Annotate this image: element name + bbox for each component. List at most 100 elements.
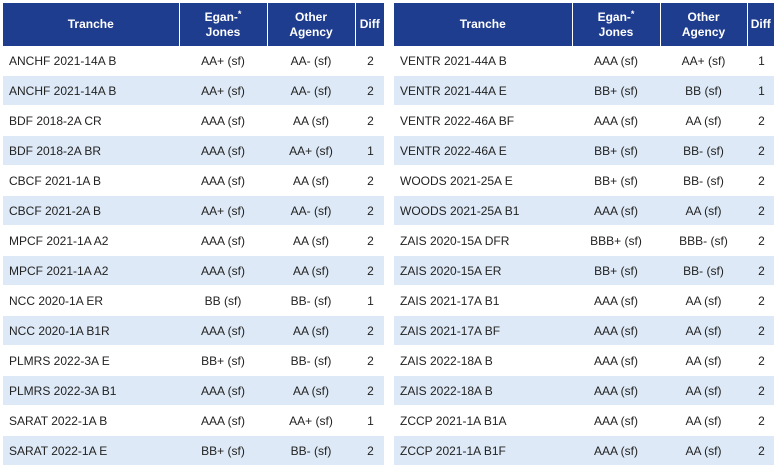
- diff-cell: 1: [747, 46, 774, 76]
- tranche-cell: ANCHF 2021-14A B: [3, 46, 179, 76]
- tranche-cell: VENTR 2022-46A BF: [394, 105, 572, 136]
- tranche-cell: ZAIS 2021-17A B1: [394, 285, 572, 316]
- diff-cell: 2: [355, 255, 384, 286]
- other-agency-rating-cell: BBB- (sf): [660, 225, 747, 256]
- table-row: PLMRS 2022-3A B1 AAA (sf) AA (sf) 2: [3, 375, 384, 406]
- other-agency-rating-cell: AA+ (sf): [267, 135, 355, 166]
- egan-jones-rating-cell: AAA (sf): [179, 165, 267, 196]
- other-agency-rating-cell: AA- (sf): [267, 195, 355, 226]
- diff-cell: 2: [355, 375, 384, 406]
- ratings-table-left: Tranche Egan-* Jones Other Agency Diff ANC…: [3, 3, 384, 466]
- tranche-cell: SARAT 2022-1A E: [3, 435, 179, 466]
- diff-cell: 2: [747, 315, 774, 346]
- diff-cell: 2: [355, 315, 384, 346]
- header-diff: Diff: [355, 3, 384, 46]
- table-row: PLMRS 2022-3A E BB+ (sf) BB- (sf) 2: [3, 345, 384, 376]
- header-egan-jones: Egan-* Jones: [572, 3, 661, 46]
- other-agency-rating-cell: BB (sf): [660, 75, 747, 106]
- table-body-left: ANCHF 2021-14A B AA+ (sf) AA- (sf) 2 ANCHF 2…: [3, 46, 384, 466]
- tranche-cell: CBCF 2021-2A B: [3, 195, 179, 226]
- table-row: ZAIS 2022-18A B AAA (sf) AA (sf) 2: [394, 345, 774, 376]
- tranche-cell: VENTR 2021-44A E: [394, 75, 572, 106]
- table-row: ZAIS 2021-17A B1 AAA (sf) AA (sf) 2: [394, 285, 774, 316]
- egan-jones-rating-cell: BBB+ (sf): [572, 225, 660, 256]
- table-row: ANCHF 2021-14A B AA+ (sf) AA- (sf) 2: [3, 75, 384, 106]
- table-row: BDF 2018-2A BR AAA (sf) AA+ (sf) 1: [3, 135, 384, 166]
- egan-jones-rating-cell: AAA (sf): [179, 315, 267, 346]
- egan-jones-rating-cell: AA+ (sf): [179, 195, 267, 226]
- diff-cell: 2: [355, 165, 384, 196]
- egan-jones-rating-cell: AAA (sf): [572, 345, 660, 376]
- other-agency-rating-cell: BB- (sf): [267, 435, 355, 466]
- other-agency-rating-cell: AA (sf): [660, 345, 747, 376]
- other-agency-rating-cell: AA (sf): [660, 375, 747, 406]
- tranche-cell: MPCF 2021-1A A2: [3, 225, 179, 256]
- egan-jones-rating-cell: AAA (sf): [572, 285, 660, 316]
- diff-cell: 2: [747, 285, 774, 316]
- tranche-cell: NCC 2020-1A ER: [3, 285, 179, 316]
- table-row: MPCF 2021-1A A2 AAA (sf) AA (sf) 2: [3, 255, 384, 286]
- diff-cell: 2: [747, 255, 774, 286]
- other-agency-rating-cell: AA (sf): [267, 255, 355, 286]
- tranche-cell: MPCF 2021-1A A2: [3, 255, 179, 286]
- other-agency-rating-cell: AA- (sf): [267, 75, 355, 106]
- tranche-cell: PLMRS 2022-3A E: [3, 345, 179, 376]
- table-row: ZAIS 2021-17A BF AAA (sf) AA (sf) 2: [394, 315, 774, 346]
- other-agency-rating-cell: BB- (sf): [267, 345, 355, 376]
- egan-jones-rating-cell: AAA (sf): [572, 375, 660, 406]
- header-diff: Diff: [747, 3, 774, 46]
- egan-jones-rating-cell: AAA (sf): [179, 255, 267, 286]
- tranche-cell: ZAIS 2020-15A ER: [394, 255, 572, 286]
- egan-jones-rating-cell: AAA (sf): [572, 46, 660, 76]
- header-other-agency: Other Agency: [660, 3, 748, 46]
- tranche-cell: VENTR 2021-44A B: [394, 46, 572, 76]
- tranche-cell: ZAIS 2022-18A B: [394, 375, 572, 406]
- tranche-cell: VENTR 2022-46A E: [394, 135, 572, 166]
- egan-jones-rating-cell: AAA (sf): [572, 195, 660, 226]
- table-row: NCC 2020-1A ER BB (sf) BB- (sf) 1: [3, 285, 384, 316]
- other-agency-rating-cell: BB- (sf): [660, 255, 747, 286]
- table-row: ZAIS 2020-15A DFR BBB+ (sf) BBB- (sf) 2: [394, 225, 774, 256]
- tranche-cell: WOODS 2021-25A B1: [394, 195, 572, 226]
- tranche-cell: PLMRS 2022-3A B1: [3, 375, 179, 406]
- tranche-cell: ANCHF 2021-14A B: [3, 75, 179, 106]
- diff-cell: 2: [355, 46, 384, 76]
- diff-cell: 2: [355, 225, 384, 256]
- header-egan-jones: Egan-* Jones: [179, 3, 268, 46]
- table-row: ZCCP 2021-1A B1A AAA (sf) AA (sf) 2: [394, 405, 774, 436]
- diff-cell: 2: [747, 345, 774, 376]
- egan-jones-rating-cell: AAA (sf): [572, 435, 660, 466]
- diff-cell: 2: [747, 165, 774, 196]
- diff-cell: 2: [355, 345, 384, 376]
- header-tranche: Tranche: [3, 3, 180, 46]
- table-row: WOODS 2021-25A B1 AAA (sf) AA (sf) 2: [394, 195, 774, 226]
- table-row: BDF 2018-2A CR AAA (sf) AA (sf) 2: [3, 105, 384, 136]
- other-agency-rating-cell: AA+ (sf): [660, 46, 747, 76]
- table-row: ZCCP 2021-1A B1F AAA (sf) AA (sf) 2: [394, 435, 774, 466]
- other-agency-rating-cell: AA (sf): [660, 195, 747, 226]
- header-tranche: Tranche: [394, 3, 573, 46]
- egan-jones-rating-cell: BB+ (sf): [179, 345, 267, 376]
- other-agency-rating-cell: AA (sf): [660, 105, 747, 136]
- table-row: ANCHF 2021-14A B AA+ (sf) AA- (sf) 2: [3, 46, 384, 76]
- table-row: ZAIS 2020-15A ER BB+ (sf) BB- (sf) 2: [394, 255, 774, 286]
- tranche-cell: ZCCP 2021-1A B1A: [394, 405, 572, 436]
- other-agency-rating-cell: AA (sf): [267, 225, 355, 256]
- egan-jones-rating-cell: AAA (sf): [179, 105, 267, 136]
- other-agency-rating-cell: AA (sf): [267, 165, 355, 196]
- table-row: ZAIS 2022-18A B AAA (sf) AA (sf) 2: [394, 375, 774, 406]
- table-row: VENTR 2022-46A BF AAA (sf) AA (sf) 2: [394, 105, 774, 136]
- diff-cell: 2: [747, 435, 774, 466]
- diff-cell: 2: [355, 195, 384, 226]
- egan-jones-rating-cell: BB (sf): [179, 285, 267, 316]
- other-agency-rating-cell: AA+ (sf): [267, 405, 355, 436]
- egan-jones-rating-cell: AA+ (sf): [179, 75, 267, 106]
- table-row: NCC 2020-1A B1R AAA (sf) AA (sf) 2: [3, 315, 384, 346]
- other-agency-rating-cell: BB- (sf): [660, 165, 747, 196]
- tranche-cell: ZAIS 2022-18A B: [394, 345, 572, 376]
- other-agency-rating-cell: AA (sf): [267, 375, 355, 406]
- table-row: SARAT 2022-1A B AAA (sf) AA+ (sf) 1: [3, 405, 384, 436]
- table-row: CBCF 2021-2A B AA+ (sf) AA- (sf) 2: [3, 195, 384, 226]
- table-header-row: Tranche Egan-* Jones Other Agency Diff: [394, 3, 774, 46]
- egan-jones-rating-cell: BB+ (sf): [572, 75, 660, 106]
